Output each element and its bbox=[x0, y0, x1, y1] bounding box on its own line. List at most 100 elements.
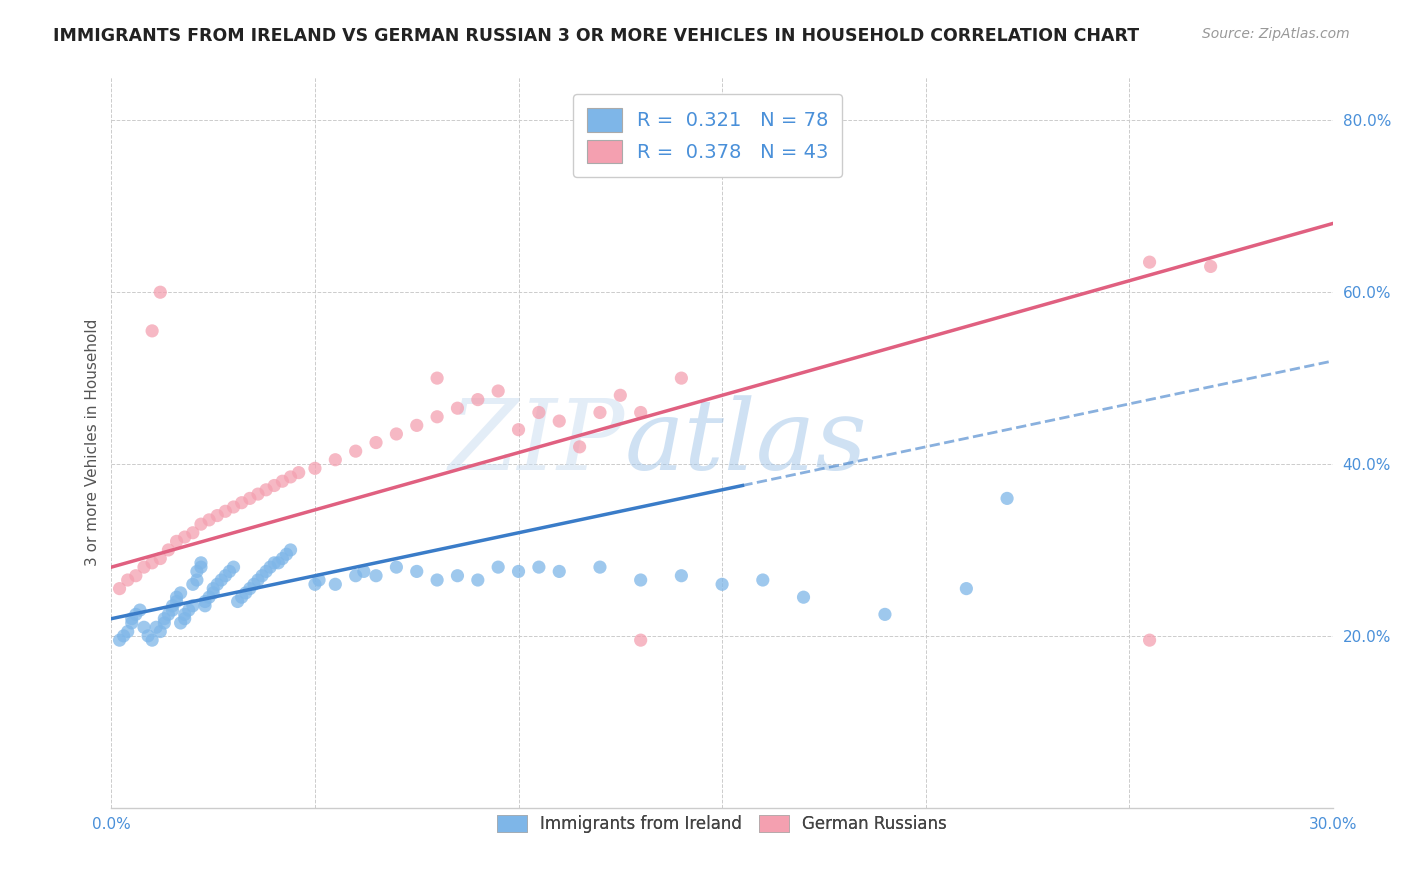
Point bbox=[231, 591, 253, 605]
Point bbox=[353, 565, 375, 579]
Text: IMMIGRANTS FROM IRELAND VS GERMAN RUSSIAN 3 OR MORE VEHICLES IN HOUSEHOLD CORREL: IMMIGRANTS FROM IRELAND VS GERMAN RUSSIA… bbox=[53, 27, 1139, 45]
Point bbox=[446, 568, 468, 582]
Point bbox=[149, 624, 172, 639]
Point bbox=[202, 586, 225, 600]
Point bbox=[132, 620, 155, 634]
Point bbox=[218, 565, 240, 579]
Point bbox=[198, 513, 221, 527]
Point bbox=[209, 573, 232, 587]
Point bbox=[190, 556, 212, 570]
Point bbox=[194, 594, 217, 608]
Point bbox=[173, 530, 195, 544]
Point bbox=[254, 565, 277, 579]
Point bbox=[250, 568, 273, 582]
Point bbox=[508, 423, 530, 437]
Point bbox=[385, 427, 408, 442]
Point bbox=[136, 629, 159, 643]
Point bbox=[271, 551, 294, 566]
Point bbox=[280, 470, 302, 484]
Point bbox=[304, 577, 326, 591]
Point bbox=[112, 629, 135, 643]
Point bbox=[117, 573, 139, 587]
Point bbox=[323, 452, 346, 467]
Point bbox=[166, 591, 188, 605]
Text: atlas: atlas bbox=[624, 395, 868, 491]
Point bbox=[263, 556, 285, 570]
Point bbox=[323, 577, 346, 591]
Point bbox=[207, 577, 229, 591]
Point bbox=[271, 474, 294, 488]
Legend: Immigrants from Ireland, German Russians: Immigrants from Ireland, German Russians bbox=[491, 808, 953, 839]
Point bbox=[181, 599, 204, 613]
Point bbox=[243, 577, 266, 591]
Point bbox=[194, 599, 217, 613]
Point bbox=[308, 573, 330, 587]
Point bbox=[235, 586, 257, 600]
Point bbox=[671, 568, 693, 582]
Point bbox=[1139, 255, 1161, 269]
Text: Source: ZipAtlas.com: Source: ZipAtlas.com bbox=[1202, 27, 1350, 41]
Point bbox=[129, 603, 152, 617]
Point bbox=[527, 560, 550, 574]
Text: ZIP: ZIP bbox=[449, 395, 624, 491]
Point bbox=[548, 565, 571, 579]
Point bbox=[630, 573, 652, 587]
Point bbox=[166, 534, 188, 549]
Point bbox=[467, 573, 489, 587]
Point bbox=[141, 633, 163, 648]
Point bbox=[344, 568, 367, 582]
Point bbox=[108, 582, 131, 596]
Point bbox=[121, 615, 143, 630]
Point bbox=[214, 504, 236, 518]
Point bbox=[304, 461, 326, 475]
Point bbox=[153, 612, 176, 626]
Point bbox=[630, 405, 652, 419]
Point bbox=[995, 491, 1018, 506]
Point bbox=[222, 500, 245, 514]
Point bbox=[231, 496, 253, 510]
Point bbox=[198, 591, 221, 605]
Y-axis label: 3 or more Vehicles in Household: 3 or more Vehicles in Household bbox=[86, 318, 100, 566]
Point bbox=[162, 599, 184, 613]
Point bbox=[873, 607, 896, 622]
Point bbox=[385, 560, 408, 574]
Point bbox=[344, 444, 367, 458]
Point bbox=[1139, 633, 1161, 648]
Point bbox=[568, 440, 591, 454]
Point bbox=[166, 594, 188, 608]
Point bbox=[364, 568, 387, 582]
Point bbox=[589, 560, 612, 574]
Point bbox=[181, 525, 204, 540]
Point bbox=[239, 491, 262, 506]
Point bbox=[190, 517, 212, 532]
Point bbox=[287, 466, 309, 480]
Point bbox=[486, 560, 509, 574]
Point bbox=[267, 556, 290, 570]
Point bbox=[157, 607, 180, 622]
Point bbox=[246, 573, 269, 587]
Point bbox=[364, 435, 387, 450]
Point bbox=[955, 582, 977, 596]
Point bbox=[121, 612, 143, 626]
Point bbox=[752, 573, 775, 587]
Point bbox=[181, 577, 204, 591]
Point bbox=[125, 568, 148, 582]
Point bbox=[202, 582, 225, 596]
Point bbox=[246, 487, 269, 501]
Point bbox=[149, 551, 172, 566]
Point bbox=[589, 405, 612, 419]
Point bbox=[254, 483, 277, 497]
Point bbox=[190, 560, 212, 574]
Point bbox=[173, 612, 195, 626]
Point bbox=[157, 543, 180, 558]
Point bbox=[169, 615, 191, 630]
Point bbox=[173, 607, 195, 622]
Point bbox=[405, 418, 427, 433]
Point bbox=[263, 478, 285, 492]
Point bbox=[141, 324, 163, 338]
Point bbox=[125, 607, 148, 622]
Point bbox=[711, 577, 734, 591]
Point bbox=[214, 568, 236, 582]
Point bbox=[132, 560, 155, 574]
Point bbox=[239, 582, 262, 596]
